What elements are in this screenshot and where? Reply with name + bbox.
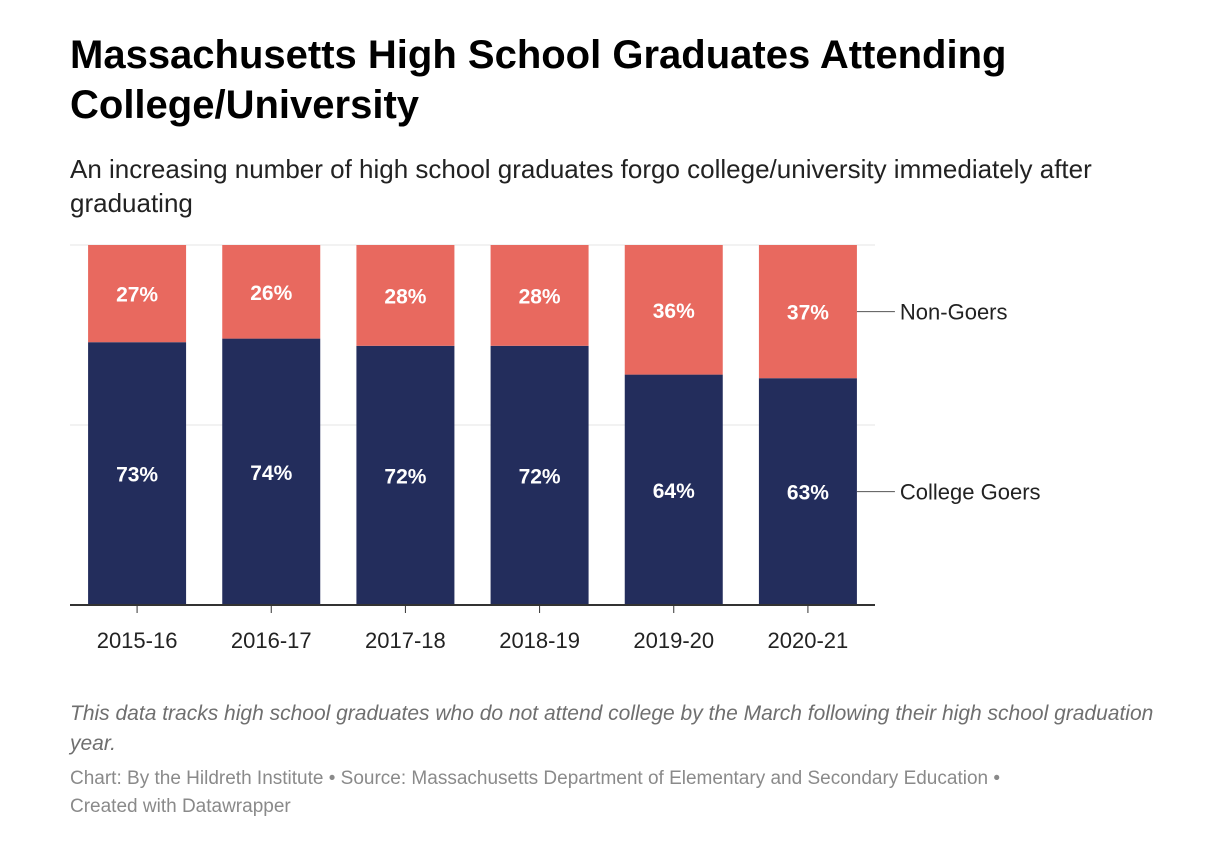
data-label-non-goers: 26%: [250, 282, 292, 305]
bar-labels: 73% 27% 74% 26% 72% 28% 72% 28% 64% 36% 63% 37%: [116, 282, 829, 505]
bars: [88, 245, 857, 605]
bar-college-goers: [624, 374, 723, 605]
data-label-non-goers: 36%: [653, 300, 695, 323]
data-label-non-goers: 27%: [116, 284, 158, 307]
data-label-non-goers: 28%: [519, 285, 561, 308]
bar-college-goers: [758, 378, 857, 605]
credit-source: Source: Massachusetts Department of Elem…: [340, 768, 989, 789]
bar-non-goers: [356, 245, 455, 346]
series-labels: College Goers Non-Goers: [856, 300, 1041, 505]
data-label-college-goers: 72%: [384, 465, 426, 488]
x-tick-label: 2015-16: [97, 628, 178, 653]
credit-separator-2: •: [993, 768, 1001, 789]
x-tick-label: 2016-17: [231, 628, 312, 653]
gridlines: [70, 244, 875, 426]
bar-non-goers: [490, 245, 589, 346]
credit-tool: Created with Datawrapper: [70, 796, 291, 817]
bar-non-goers: [222, 245, 321, 339]
data-label-non-goers: 28%: [384, 285, 426, 308]
bar-college-goers: [490, 345, 589, 605]
bar-college-goers: [88, 342, 187, 605]
chart-title: Massachusetts High School Graduates Atte…: [70, 33, 1007, 127]
data-label-non-goers: 37%: [787, 302, 829, 325]
chart-notes: This data tracks high school graduates w…: [70, 702, 1154, 755]
bar-non-goers: [758, 245, 857, 379]
data-label-college-goers: 63%: [787, 482, 829, 505]
x-axis: 2015-16 2016-17 2017-18 2018-19 2019-20 2020-…: [70, 604, 875, 653]
credit-chart: Chart: By the Hildreth Institute: [70, 768, 324, 789]
bar-non-goers: [624, 245, 723, 375]
chart-credit: Chart: By the Hildreth Institute • Sourc…: [70, 765, 1210, 821]
x-tick-label: 2018-19: [499, 628, 580, 653]
data-label-college-goers: 73%: [116, 464, 158, 487]
legend-label-non-goers: Non-Goers: [900, 300, 1008, 325]
credit-separator-1: •: [328, 768, 336, 789]
legend-label-college-goers: College Goers: [900, 480, 1041, 505]
bar-non-goers: [88, 245, 187, 343]
bar-college-goers: [356, 345, 455, 605]
x-tick-label: 2019-20: [633, 628, 714, 653]
chart-subtitle: An increasing number of high school grad…: [70, 154, 1092, 218]
data-label-college-goers: 64%: [653, 480, 695, 503]
x-tick-label: 2020-21: [768, 628, 849, 653]
data-label-college-goers: 74%: [250, 462, 292, 485]
data-label-college-goers: 72%: [519, 465, 561, 488]
x-tick-label: 2017-18: [365, 628, 446, 653]
bar-college-goers: [222, 338, 321, 605]
